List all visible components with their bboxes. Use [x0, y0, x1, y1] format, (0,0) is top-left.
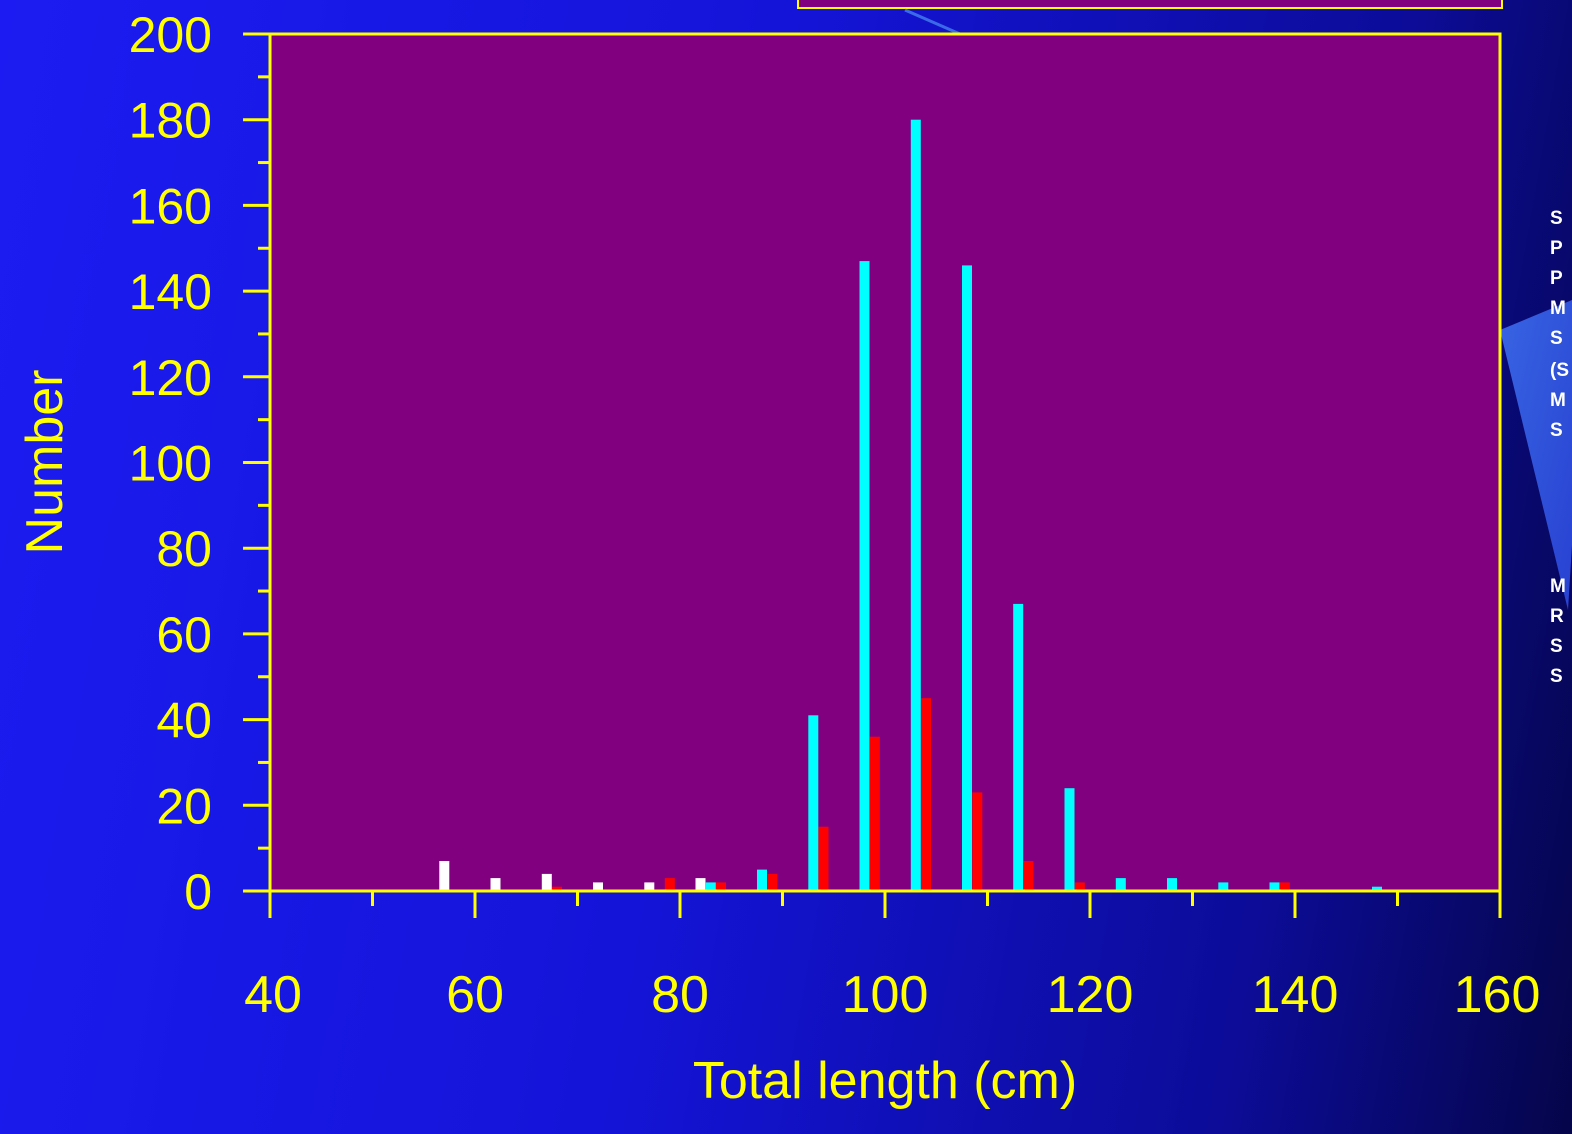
bar-s1-4 — [910, 119, 921, 891]
y-tick-label: 0 — [184, 864, 212, 920]
bar-s1-0 — [705, 882, 716, 891]
bar-s2-0 — [552, 886, 562, 891]
bar-s0-5 — [695, 878, 706, 891]
side-note-line: S — [1550, 328, 1563, 349]
bar-s1-6 — [1013, 603, 1024, 891]
y-axis-title: Number — [16, 370, 74, 555]
side-note-line: M — [1550, 576, 1566, 597]
bar-s2-7 — [972, 792, 983, 891]
y-tick-label: 20 — [156, 778, 212, 834]
bar-s1-10 — [1218, 882, 1229, 891]
bar-s0-3 — [593, 882, 603, 891]
bar-s2-2 — [716, 882, 726, 891]
bar-s0-2 — [541, 873, 552, 891]
axes-layer: 0 20 40 60 80 100 120 140 160 180 200 40 60 80 100 120 1… — [129, 7, 1541, 1024]
side-note-line: S — [1550, 636, 1563, 657]
y-tick-label: 100 — [129, 436, 212, 492]
bar-s2-10 — [1279, 882, 1290, 891]
bar-s1-1 — [757, 869, 767, 891]
x-tick-label: 160 — [1454, 966, 1541, 1024]
y-tick-label: 140 — [129, 264, 212, 320]
bar-s2-5 — [869, 736, 880, 891]
bar-s1-11 — [1269, 882, 1280, 891]
bar-s0-0 — [439, 861, 450, 891]
side-note-line: R — [1550, 606, 1564, 627]
bar-s2-3 — [767, 873, 778, 891]
callout-box — [797, 0, 1503, 9]
y-tick-label: 180 — [129, 93, 212, 149]
bar-s2-9 — [1074, 882, 1085, 891]
x-axis-title: Total length (cm) — [693, 1052, 1077, 1110]
x-tick-label: 40 — [244, 966, 302, 1024]
bar-s1-5 — [962, 265, 972, 891]
plot-area — [268, 32, 1502, 893]
x-tick-label: 60 — [446, 966, 504, 1024]
bar-s1-12 — [1372, 886, 1382, 891]
bar-s2-6 — [921, 698, 931, 891]
y-tick-label: 60 — [156, 607, 212, 663]
x-tick-label: 80 — [651, 966, 709, 1024]
side-note-line: (S — [1550, 360, 1569, 381]
bar-s1-9 — [1167, 878, 1177, 891]
bar-s2-1 — [664, 878, 675, 891]
bar-s1-3 — [859, 261, 870, 892]
bar-s2-8 — [1023, 861, 1034, 891]
y-tick-label: 120 — [129, 350, 212, 406]
side-note-line: M — [1550, 298, 1566, 319]
side-note-line: P — [1550, 268, 1563, 289]
side-callout-pointer — [1500, 300, 1572, 610]
side-note-line: S — [1550, 420, 1563, 441]
y-tick-label: 160 — [129, 178, 212, 234]
x-tick-label: 140 — [1252, 966, 1339, 1024]
bar-s1-8 — [1115, 878, 1126, 891]
y-tick-label: 40 — [156, 693, 212, 749]
bar-s1-7 — [1064, 788, 1075, 891]
x-tick-label: 100 — [842, 966, 929, 1024]
y-tick-label: 80 — [156, 521, 212, 577]
bar-s2-4 — [818, 826, 829, 891]
side-note-line: P — [1550, 238, 1563, 259]
side-note-line: M — [1550, 390, 1566, 411]
side-note-line: S — [1550, 666, 1563, 687]
bar-s0-1 — [490, 878, 501, 891]
bar-s1-2 — [808, 715, 819, 891]
bar-s0-4 — [644, 882, 655, 891]
x-tick-label: 120 — [1047, 966, 1134, 1024]
bars-layer — [439, 119, 1382, 892]
side-note-line: S — [1550, 208, 1563, 229]
callout-pointer — [904, 8, 961, 36]
y-tick-label: 200 — [129, 7, 212, 63]
